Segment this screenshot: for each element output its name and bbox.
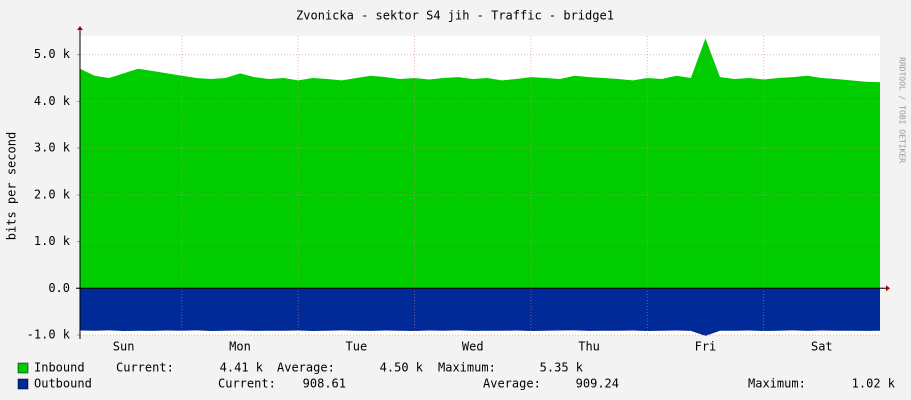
legend-stat-value: 909.24 xyxy=(576,377,619,391)
watermark: RRDTOOL / TOBI OETIKER xyxy=(898,57,907,163)
y-tick-label: 5.0 k xyxy=(34,47,71,61)
legend-stat-label: Current: xyxy=(218,377,276,391)
x-tick-label: Thu xyxy=(578,340,600,354)
area xyxy=(80,38,880,289)
legend-stat-value: 5.35 k xyxy=(540,361,584,375)
legend-stat-value: 908.61 xyxy=(303,377,346,391)
y-tick-label: 2.0 k xyxy=(34,187,71,201)
legend-stat-label: Maximum: xyxy=(748,377,806,391)
x-tick-label: Mon xyxy=(229,340,251,354)
x-tick-label: Wed xyxy=(462,340,484,354)
x-tick-label: Fri xyxy=(695,340,717,354)
legend-label: Inbound xyxy=(34,361,85,375)
legend-stat-value: 1.02 k xyxy=(852,377,896,391)
y-axis-label: bits per second xyxy=(5,132,19,240)
y-tick-label: 0.0 xyxy=(48,281,70,295)
x-tick-label: Sat xyxy=(811,340,833,354)
legend-stat-label: Average: xyxy=(277,361,335,375)
legend-stat-value: 4.41 k xyxy=(220,361,264,375)
legend-swatch xyxy=(17,378,29,390)
legend-stat-label: Maximum: xyxy=(438,361,496,375)
axis-arrow xyxy=(77,26,83,30)
y-tick-label: 3.0 k xyxy=(34,141,71,155)
legend-stat-value: 4.50 k xyxy=(380,361,424,375)
legend-label: Outbound xyxy=(34,377,92,391)
y-tick-label: 4.0 k xyxy=(34,94,71,108)
axis-arrow xyxy=(886,285,890,292)
area xyxy=(80,288,880,336)
y-tick-label: -1.0 k xyxy=(27,328,71,342)
x-tick-label: Sun xyxy=(113,340,135,354)
legend-stat-label: Average: xyxy=(483,377,541,391)
x-tick-label: Tue xyxy=(346,340,368,354)
legend-stat-label: Current: xyxy=(116,361,174,375)
legend-swatch xyxy=(17,362,29,374)
chart-title: Zvonicka - sektor S4 jih - Traffic - bri… xyxy=(296,9,614,23)
y-tick-label: 1.0 k xyxy=(34,234,71,248)
